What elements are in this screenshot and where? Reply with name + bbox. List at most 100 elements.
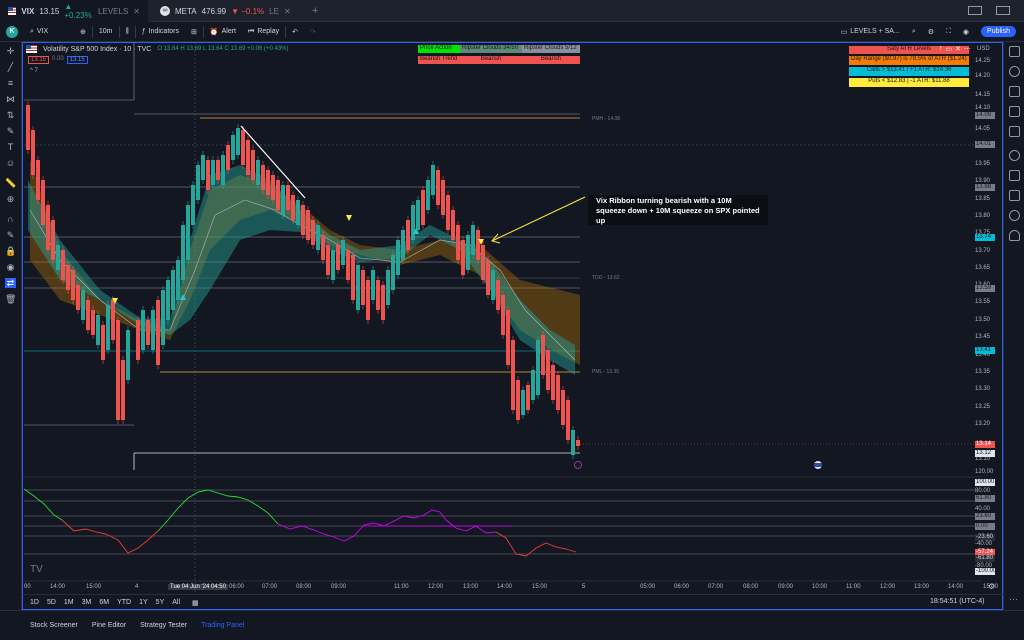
replay-button[interactable]: ⏮ Replay: [242, 22, 285, 42]
layout-button[interactable]: ▭ LEVELS + SA...: [835, 22, 906, 42]
streams-icon[interactable]: [1009, 210, 1020, 221]
fullscreen-button[interactable]: ⛶: [940, 22, 957, 42]
symbol-search[interactable]: ⌕ VIX: [24, 22, 74, 42]
publish-button[interactable]: Publish: [975, 22, 1022, 42]
range-5y[interactable]: 5Y: [155, 599, 165, 606]
interval-button[interactable]: 10m: [98, 28, 113, 35]
chart-pane[interactable]: [22, 42, 1003, 610]
range-ytd[interactable]: YTD: [117, 599, 132, 606]
lock-icon[interactable]: 🔒: [5, 246, 17, 256]
us-flag-icon: [26, 45, 37, 53]
chat-icon[interactable]: [1009, 190, 1020, 201]
projection-icon[interactable]: ⇅: [6, 110, 15, 120]
replay-icon: ⏮: [248, 27, 255, 35]
more-icon[interactable]: ⋯: [964, 46, 971, 53]
range-3m[interactable]: 3M: [81, 599, 92, 606]
candle-body: [246, 140, 250, 175]
buy-button[interactable]: 13.15: [66, 56, 88, 64]
range-all[interactable]: All: [172, 599, 181, 606]
text-icon[interactable]: T: [7, 142, 14, 152]
axis-settings-icon[interactable]: ⚙: [988, 582, 996, 591]
redo-button[interactable]: ↷: [304, 22, 322, 42]
range-5d[interactable]: 5D: [46, 599, 56, 606]
annotation-text[interactable]: Vix Ribbon turning bearish with a 10M sq…: [588, 195, 768, 225]
more-icon[interactable]: ⋯: [1009, 594, 1018, 604]
panel-tab[interactable]: Pine Editor: [91, 622, 127, 629]
candle-body: [556, 375, 560, 410]
calendar-icon[interactable]: [1009, 150, 1020, 161]
currency-label[interactable]: USD: [977, 46, 990, 52]
watchlist-icon[interactable]: [1009, 46, 1020, 57]
range-6m[interactable]: 6M: [99, 599, 110, 606]
candle-body: [371, 270, 375, 300]
chart-type-button[interactable]: ⫼: [120, 22, 135, 42]
avatar-letter: K: [6, 25, 18, 38]
range-1m[interactable]: 1M: [63, 599, 74, 606]
settings-button[interactable]: ⚙: [922, 22, 940, 42]
tab-vix[interactable]: VIX 13.15 ▲ +0.23% LEVELS ✕: [0, 0, 148, 22]
sync-icon[interactable]: ⇄: [5, 278, 16, 288]
candle-body: [111, 300, 115, 340]
new-tab-button[interactable]: +: [312, 5, 319, 17]
templates-button[interactable]: ⊞: [185, 22, 203, 42]
candle-body: [276, 180, 280, 210]
calendar-icon[interactable]: ▦: [192, 599, 199, 607]
candle-body: [461, 240, 465, 275]
alert-button[interactable]: ⏰ Alert: [204, 22, 242, 42]
range-1y[interactable]: 1Y: [139, 599, 148, 606]
panel-tab[interactable]: Stock Screener: [30, 622, 78, 629]
lock-drawing-icon[interactable]: ✎: [6, 230, 15, 240]
zoom-icon[interactable]: ⊕: [6, 194, 15, 204]
panel-tab[interactable]: Strategy Tester: [140, 622, 188, 629]
tab-meta[interactable]: ∞ META 476.99 ▼ −0.1% LE ✕: [152, 0, 300, 22]
osc-tick: -23.60: [975, 534, 995, 541]
tab-layout: LEVELS: [98, 6, 129, 16]
candle-body: [191, 185, 195, 225]
emoji-icon[interactable]: ☺: [5, 158, 16, 168]
close-icon[interactable]: ✕: [133, 6, 140, 16]
avatar[interactable]: K: [0, 22, 24, 42]
maximize-icon[interactable]: [996, 6, 1010, 15]
notifications-icon[interactable]: [1009, 230, 1020, 241]
ruler-icon[interactable]: 📏: [5, 178, 17, 188]
panel-tab[interactable]: Trading Panel: [201, 622, 245, 629]
candle-body: [71, 270, 75, 300]
replay-label: Replay: [257, 28, 280, 35]
up-icon[interactable]: ↑: [939, 45, 943, 52]
eye-icon[interactable]: ◉: [6, 262, 15, 272]
trash-icon[interactable]: 🗑: [5, 294, 17, 304]
atr-row: Calls > $13.41 | +1 ATR: $14.36: [849, 67, 969, 76]
brush-icon[interactable]: ✎: [6, 126, 15, 136]
clock[interactable]: 18:54:51 (UTC-4): [930, 598, 985, 605]
candle-body: [216, 160, 220, 180]
close-icon[interactable]: ✕: [283, 6, 291, 16]
layers-icon[interactable]: [1009, 86, 1020, 97]
alerts-icon[interactable]: [1009, 66, 1020, 77]
chart-canvas[interactable]: TV: [22, 42, 982, 594]
candle-body: [136, 320, 140, 360]
symbol-title[interactable]: Volatility S&P 500 Index · 10 · TVC: [43, 45, 152, 53]
quick-search-button[interactable]: ⌕: [906, 22, 922, 42]
restore-icon[interactable]: ▭: [945, 46, 953, 53]
price-tick: 13.30: [975, 386, 991, 392]
pattern-icon[interactable]: ⋈: [6, 94, 15, 104]
window-icon[interactable]: [968, 6, 982, 15]
close-icon[interactable]: ✕: [955, 46, 961, 53]
layout-icon: ▭: [840, 28, 848, 36]
indicators-button[interactable]: ƒ Indicators: [136, 22, 185, 42]
snapshot-button[interactable]: ◉: [957, 22, 975, 42]
range-1d[interactable]: 1D: [30, 599, 39, 606]
magnet-icon[interactable]: ∩: [7, 214, 14, 224]
compare-button[interactable]: ⊕: [74, 22, 92, 42]
fullscreen-icon: ⛶: [946, 27, 951, 35]
sell-button[interactable]: 13.15: [28, 56, 50, 64]
trend-line-icon[interactable]: ╱: [7, 62, 14, 72]
ideas-icon[interactable]: [1009, 170, 1020, 181]
crosshair-icon[interactable]: ✛: [6, 46, 15, 56]
undo-button[interactable]: ↶: [286, 22, 304, 42]
hotlist-icon[interactable]: [1009, 126, 1020, 137]
fib-icon[interactable]: ≡: [7, 78, 14, 88]
data-window-icon[interactable]: [1009, 106, 1020, 117]
candle-body: [396, 240, 400, 275]
legend-collapse[interactable]: ^ 7: [30, 68, 38, 74]
